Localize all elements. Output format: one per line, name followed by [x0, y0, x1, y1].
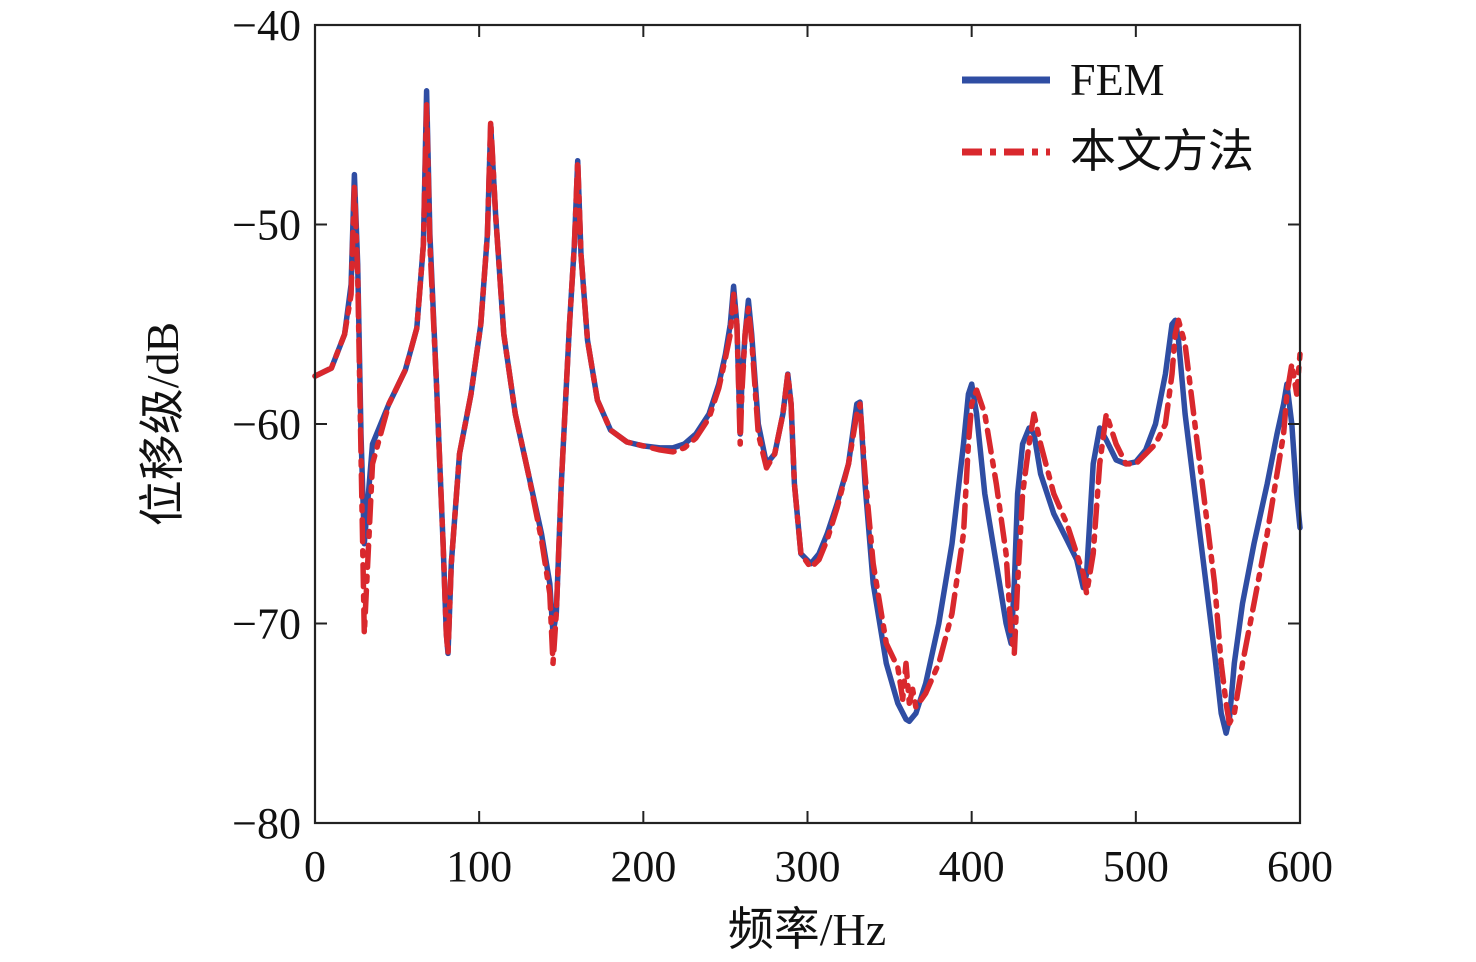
series-layer [312, 88, 1303, 736]
x-tick-label: 200 [610, 842, 676, 891]
x-axis: 0 100 200 300 400 500 600 [304, 25, 1333, 891]
y-tick-label: −80 [232, 799, 301, 848]
legend: FEM 本文方法 [962, 54, 1254, 177]
x-axis-label: 频率/Hz [728, 904, 886, 955]
y-tick-label: −70 [232, 600, 301, 649]
legend-label-fem: FEM [1070, 54, 1165, 105]
x-tick-label: 600 [1267, 842, 1333, 891]
series-line-proposed-method [312, 102, 1303, 727]
x-tick-label: 400 [939, 842, 1005, 891]
x-tick-label: 100 [446, 842, 512, 891]
y-tick-label: −50 [232, 201, 301, 250]
y-tick-label: −40 [232, 1, 301, 50]
x-tick-label: 500 [1103, 842, 1169, 891]
y-tick-label: −60 [232, 400, 301, 449]
y-axis-label: 位移级/dB [137, 322, 188, 526]
series-line-fem [312, 88, 1303, 736]
x-tick-label: 0 [304, 842, 326, 891]
y-axis: −80 −70 −60 −50 −40 [232, 1, 1300, 848]
legend-label-proposed-method: 本文方法 [1070, 126, 1254, 177]
x-tick-label: 300 [775, 842, 841, 891]
